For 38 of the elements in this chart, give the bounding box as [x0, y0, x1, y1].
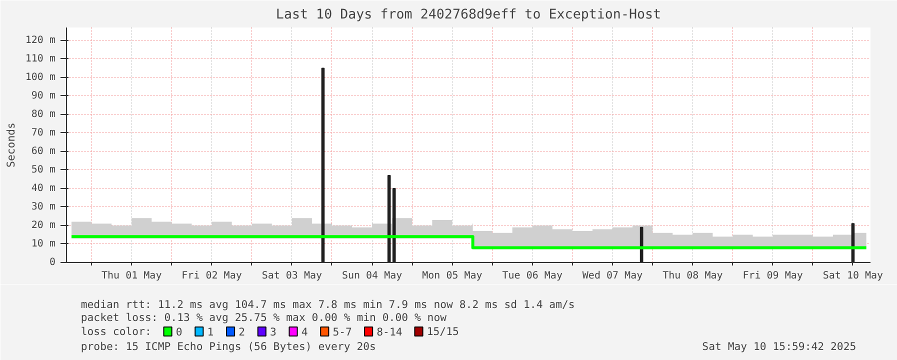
legend-label: 15/15 — [426, 325, 459, 338]
y-tick-label: 60 m — [31, 146, 56, 157]
x-tick-label: Sat 10 May — [822, 270, 884, 282]
legend-label: 0 — [176, 326, 182, 338]
text: Sat May 10 15:59:42 2025 — [702, 340, 856, 353]
x-tick-label: Wed 07 May — [582, 270, 643, 282]
text: probe: 15 ICMP Echo Pings (56 Bytes) every 20s — [80, 340, 376, 353]
x-tick-label: Sat 03 May — [262, 270, 322, 282]
y-tick-label: 50 m — [31, 164, 56, 176]
legend-label: 5-7 — [332, 326, 352, 338]
text: packet loss: 0.13 % avg 25.75 % max 0.00 % min 0.00 % now — [80, 311, 448, 324]
y-tick-label: 120 m — [25, 34, 56, 46]
y-tick-label: 40 m — [31, 182, 56, 194]
x-tick-label: Mon 05 May — [422, 270, 482, 282]
x-tick-label: Fri 09 May — [742, 270, 803, 282]
legend-title: loss color: — [80, 325, 152, 338]
x-tick-label: Tue 06 May — [502, 270, 562, 282]
x-tick-label: Thu 01 May — [102, 270, 162, 282]
y-tick-label: 80 m — [31, 108, 56, 120]
y-tick-label: 110 m — [25, 53, 56, 64]
legend-label: 8-14 — [376, 326, 402, 338]
chart-title: Last 10 Days from 2402768d9eff to Exception-Host — [276, 8, 662, 22]
legend-label: 4 — [301, 326, 308, 338]
y-tick-label: 0 — [49, 257, 56, 268]
legend-label: 2 — [238, 326, 246, 338]
y-tick-label: 90 m — [31, 90, 56, 102]
y-axis-title: Seconds — [4, 122, 18, 168]
y-tick-label: 100 m — [25, 72, 56, 83]
y-tick-label: 10 m — [31, 238, 56, 250]
x-tick-label: Fri 02 May — [182, 270, 242, 282]
legend-label: 3 — [270, 326, 276, 338]
x-tick-label: Sun 04 May — [342, 270, 402, 282]
text: median rtt: 11.2 ms avg 104.7 ms max 7.8 ms min 7.9 ms now 8.2 ms sd 1.4 am/s — [80, 298, 575, 311]
y-tick-label: 70 m — [31, 127, 56, 138]
legend-label: 1 — [207, 326, 214, 338]
y-tick-label: 30 m — [31, 201, 56, 212]
y-tick-label: 20 m — [31, 220, 56, 231]
x-tick-label: Thu 08 May — [662, 270, 723, 282]
